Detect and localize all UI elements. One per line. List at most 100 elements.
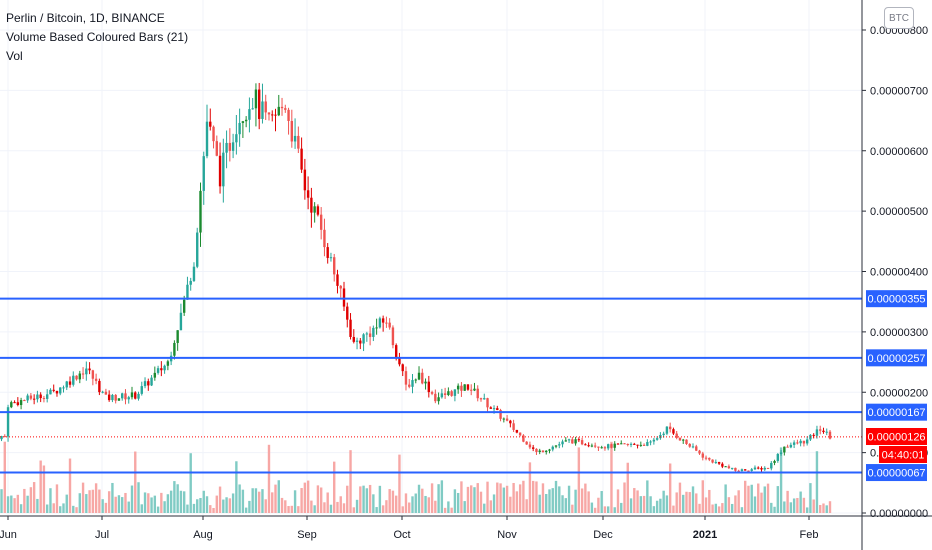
candle-body — [121, 393, 124, 399]
symbol-title[interactable]: Perlin / Bitcoin, 1D, BINANCE — [6, 11, 165, 25]
candle-body — [231, 142, 235, 151]
volume-bar — [763, 486, 766, 513]
time-axis[interactable]: Jun Jul Aug Sep Oct Nov Dec 2021 Feb — [0, 516, 818, 541]
candle-body — [590, 445, 594, 447]
volume-bar — [297, 506, 300, 513]
candle-body — [639, 444, 643, 446]
candle-body — [391, 327, 395, 346]
volume-bar — [447, 501, 450, 513]
volume-bar — [59, 506, 62, 513]
volume-bar — [711, 504, 714, 513]
volume-bar — [49, 488, 52, 513]
candle-body — [153, 372, 157, 378]
candle-body — [815, 429, 819, 436]
volume-bar — [434, 500, 437, 513]
candle-body — [538, 450, 541, 452]
candle-body — [401, 364, 404, 372]
volume-bar — [714, 503, 718, 513]
volume-bar — [280, 497, 284, 513]
volume-bar — [593, 507, 597, 513]
candle-body — [342, 288, 346, 307]
volume-bar — [740, 507, 744, 513]
candle-body — [558, 444, 561, 446]
candle-body — [284, 108, 287, 110]
volume-bar — [682, 494, 685, 513]
volume-bar — [179, 490, 183, 513]
candle-body — [205, 121, 209, 157]
volume-bar — [662, 490, 665, 513]
x-tick-label: Jun — [0, 529, 17, 541]
candle-body — [196, 232, 199, 267]
candle-body — [182, 299, 186, 313]
volume-bar — [352, 507, 355, 513]
volume-bar — [134, 451, 137, 513]
volume-bar — [401, 506, 404, 513]
candle-body — [610, 444, 613, 448]
candle-body — [668, 426, 672, 430]
candle-body — [773, 460, 776, 463]
volume-bar — [665, 495, 669, 513]
candle-body — [271, 114, 274, 116]
candle-body — [62, 387, 65, 389]
candle-body — [819, 429, 822, 431]
volume-bar — [597, 497, 600, 513]
candle-body — [319, 214, 323, 230]
volume-bar — [424, 495, 427, 513]
volume-bar — [580, 488, 584, 513]
volume-bar — [613, 507, 616, 513]
volume-bar — [760, 492, 763, 513]
volume-bar — [505, 485, 509, 513]
volume-bar — [202, 490, 205, 513]
volume-bar — [222, 499, 225, 513]
candle-body — [32, 398, 36, 400]
candle-body — [362, 334, 365, 344]
x-tick-label: Aug — [193, 529, 213, 541]
volume-bar — [753, 496, 757, 513]
candle-body — [404, 371, 408, 385]
volume-bar — [143, 492, 147, 513]
candle-body — [352, 336, 355, 342]
volume-bar — [815, 451, 819, 513]
candle-body — [802, 440, 806, 444]
candle-body — [430, 392, 434, 394]
indicator-label[interactable]: Volume Based Coloured Bars (21) — [6, 30, 189, 44]
volume-bar — [616, 489, 620, 513]
volume-bar — [78, 493, 82, 513]
volume-bar — [747, 485, 750, 513]
volume-bar — [525, 499, 528, 513]
candle-body — [512, 423, 515, 430]
candle-body — [779, 452, 783, 455]
candle-body — [750, 469, 753, 471]
candle-body — [424, 381, 427, 384]
volume-bar — [68, 458, 72, 513]
price-axis[interactable]: 0.000008000.000007000.000006000.00000500… — [862, 25, 928, 520]
volume-bar — [509, 496, 512, 513]
volume-bar — [199, 497, 202, 513]
candle-body — [297, 135, 300, 149]
volume-bar — [32, 482, 36, 513]
candle-body — [789, 444, 793, 448]
candle-body — [173, 342, 176, 356]
volume-bar — [176, 484, 179, 513]
currency-button[interactable]: BTC — [884, 7, 914, 29]
volume-bar — [124, 492, 127, 513]
candle-body — [541, 450, 545, 453]
x-tick-label: Feb — [800, 529, 819, 541]
volume-bar — [303, 482, 307, 513]
horizontal-levels[interactable] — [0, 297, 862, 474]
volume-label[interactable]: Vol — [6, 49, 23, 63]
candle-body — [655, 438, 659, 440]
candle-body — [453, 389, 457, 396]
candle-body — [695, 446, 698, 451]
candle-body — [505, 418, 509, 421]
candle-body — [78, 373, 82, 380]
volume-bar — [499, 483, 502, 513]
volume-bar — [783, 501, 786, 513]
volume-bar — [218, 486, 222, 513]
candle-body — [603, 447, 607, 449]
candle-body — [290, 120, 294, 142]
volume-bar — [62, 503, 65, 513]
candle-body — [499, 410, 502, 419]
candle-body — [580, 440, 584, 445]
